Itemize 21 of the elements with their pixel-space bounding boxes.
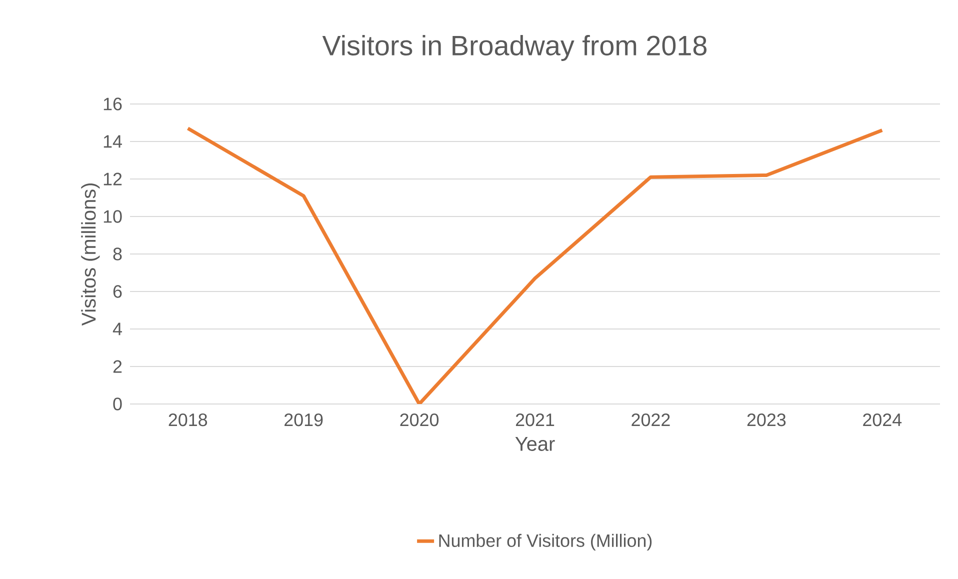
line-series <box>186 126 884 404</box>
x-tick-label: 2024 <box>863 413 902 426</box>
y-tick-label: 2 <box>113 360 122 373</box>
legend-label: Number of Visitors (Million) <box>439 534 652 551</box>
x-tick-label: 2021 <box>516 413 554 426</box>
y-tick-label: 6 <box>113 285 122 298</box>
y-tick-label: 0 <box>113 398 122 410</box>
x-tick-label: 2023 <box>747 413 786 426</box>
chart-title: Visitors in Broadway from 2018 <box>322 35 706 61</box>
x-tick-label: 2022 <box>632 413 670 426</box>
y-axis-title: Visitos (millions) <box>81 183 100 326</box>
y-tick-label: 4 <box>112 322 122 336</box>
y-tick-label: 8 <box>113 248 122 260</box>
y-tick-label: 12 <box>104 172 122 186</box>
x-tick-label: 2020 <box>400 413 439 426</box>
y-tick-label: 14 <box>104 135 122 148</box>
y-tick-label: 10 <box>104 210 122 223</box>
x-tick-label: 2018 <box>168 413 208 426</box>
x-tick-label: 2019 <box>284 413 323 426</box>
x-axis-title: Year <box>515 437 555 451</box>
y-tick-label: 16 <box>104 98 122 110</box>
